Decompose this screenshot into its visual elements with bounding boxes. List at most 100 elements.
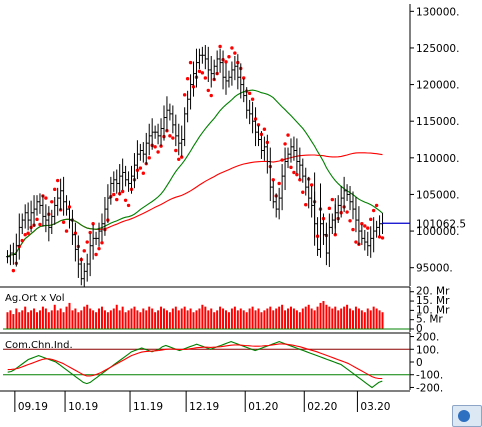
volume-bar [121,306,124,329]
volume-bar [59,308,62,329]
x-tick-label: 03.20 [360,401,390,413]
volume-bar [74,308,77,329]
sar-dot [138,166,143,170]
sar-dot [153,145,157,149]
volume-bars [6,301,384,329]
price-y-tick-label: 100000. [416,226,459,238]
sar-dot [304,202,308,207]
volume-bar [24,306,27,329]
x-tick-label: 12.19 [189,401,219,413]
sar-dot [20,238,24,243]
volume-bar [319,302,322,329]
volume-bar [98,308,101,329]
volume-bar [239,308,242,329]
sar-dot [61,220,66,224]
volume-bar [284,310,287,329]
sar-dot [44,196,48,200]
volume-bar [381,312,384,329]
volume-y-tick-label: 5. Mr [416,314,443,326]
volume-bar [357,308,360,329]
volume-bar [41,306,44,329]
volume-bar [106,312,109,329]
volume-bar [225,310,228,329]
volume-bar [269,306,272,329]
volume-bar [236,310,239,329]
volume-bar [160,306,163,329]
sar-dot [283,142,287,146]
volume-bar [80,310,83,329]
sar-dot [35,217,39,222]
indicator-pane-label: Com.Chn.Ind. [5,340,73,351]
volume-bar [227,312,230,329]
sar-dot [271,178,275,182]
volume-bar [145,310,148,329]
volume-bar [83,306,86,329]
volume-bar [38,310,41,329]
volume-bar [180,308,183,329]
volume-bar [47,312,50,329]
indicator-y-tick-label: 0 [416,357,423,369]
sar-dot [115,197,119,202]
sar-dot [366,226,370,230]
indicator-y-tick-label: 200. [416,332,439,344]
volume-bar [242,310,245,329]
volume-bar [343,306,346,329]
sar-dot [374,203,379,208]
volume-bar [154,312,157,329]
indicator-pane: Com.Chn.Ind. 200.100.0-100.-200. [0,332,443,394]
volume-bar [331,308,334,329]
sar-dot [377,235,382,239]
volume-bar [71,310,74,329]
sar-dot [380,236,385,240]
volume-bar [198,308,201,329]
volume-bar [310,308,313,329]
volume-bar [171,308,174,329]
sar-dot [360,222,364,226]
volume-bar [257,308,260,329]
volume-bar [27,312,30,329]
volume-bar [222,308,225,329]
volume-bar [148,306,151,329]
price-y-axis-ticks: 130000. 125000. 120000. 115000. 110000. 10500… [410,6,459,275]
sar-dot [250,97,255,101]
sar-dot [277,181,281,186]
sar-dot [147,156,151,160]
x-axis-ticks: 09.19 10.19 11.19 12.19 01.20 02.20 03.20 [14,391,390,413]
volume-bar [174,306,177,329]
volume-bar [201,304,204,329]
volume-bar [53,304,56,329]
volume-bar [307,304,310,329]
price-y-tick-label: 130000. [416,6,459,18]
volume-bar [351,310,354,329]
volume-bar [354,306,357,329]
volume-bar [186,310,189,329]
volume-y-tick-label: 10. Mr [416,304,450,316]
volume-bar [168,312,171,329]
chart-options-button[interactable] [452,405,482,427]
volume-bar [204,306,207,329]
volume-bar [109,310,112,329]
volume-bar [21,310,24,329]
volume-bar [292,308,295,329]
volume-bar [322,301,325,329]
volume-bar [177,310,180,329]
volume-bar [18,312,21,329]
volume-bar [340,308,343,329]
sar-dot [112,192,116,197]
sar-dot [351,227,355,232]
price-y-tick-label: 120000. [416,80,459,92]
x-tick-label: 01.20 [248,401,278,413]
sar-dot [97,246,101,251]
sar-dot [88,230,92,235]
volume-bar [189,308,192,329]
sar-dot [203,76,208,80]
volume-bar [9,310,12,329]
sar-dot [256,123,261,127]
volume-bar [360,310,363,329]
volume-bar [369,310,372,329]
volume-bar [375,308,378,329]
sar-dot [209,93,213,98]
sar-dot [330,197,335,202]
sar-dot [126,203,131,208]
